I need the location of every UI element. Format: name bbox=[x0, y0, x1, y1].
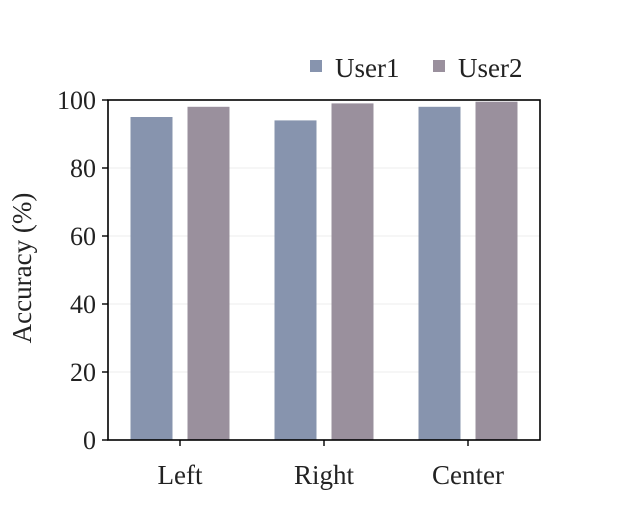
bar-user2-left bbox=[187, 106, 230, 441]
bar-user2-right bbox=[331, 103, 374, 441]
y-tick-label: 40 bbox=[70, 290, 96, 319]
plot-area-frame bbox=[107, 99, 541, 441]
y-tick-label: 60 bbox=[70, 222, 96, 251]
y-axis-ticks: 0 20 40 60 80 100 bbox=[57, 86, 108, 455]
x-tick-label-center: Center bbox=[432, 460, 504, 490]
legend-swatch-user1 bbox=[310, 60, 322, 72]
legend-label-user2: User2 bbox=[458, 53, 522, 83]
legend-label-user1: User1 bbox=[335, 53, 399, 83]
legend-swatch-user2 bbox=[433, 60, 445, 72]
gridlines bbox=[108, 99, 540, 441]
legend: User1 User2 bbox=[310, 53, 522, 83]
x-axis-ticks: Left Right Center bbox=[158, 440, 504, 490]
bar-user1-left bbox=[130, 117, 173, 440]
y-tick-label: 100 bbox=[57, 86, 96, 115]
bar-user1-right bbox=[274, 120, 317, 441]
bars bbox=[130, 101, 518, 441]
bar-user2-center bbox=[475, 101, 518, 440]
y-axis-label: Accuracy (%) bbox=[7, 193, 37, 344]
y-tick-label: 20 bbox=[70, 358, 96, 387]
y-tick-label: 80 bbox=[70, 154, 96, 183]
x-tick-label-right: Right bbox=[294, 460, 355, 490]
y-tick-label: 0 bbox=[83, 426, 96, 455]
x-tick-label-left: Left bbox=[158, 460, 203, 490]
bar-user1-center bbox=[418, 106, 461, 441]
